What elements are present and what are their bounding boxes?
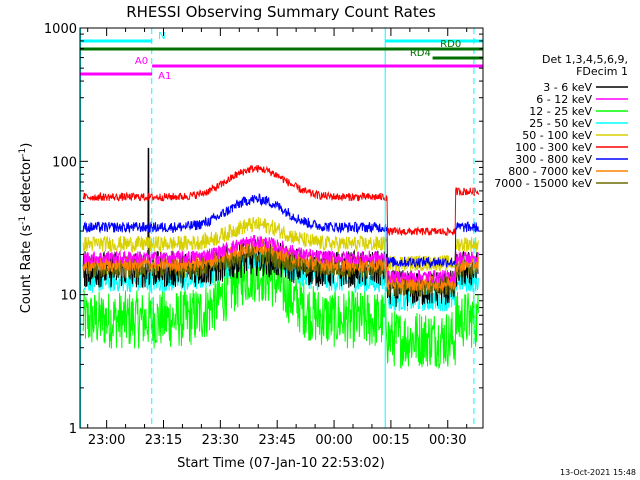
flag-label-n: N [158, 31, 165, 42]
y-label-part-3: ) [19, 143, 34, 148]
legend-header-line: FDecim 1 [576, 65, 628, 78]
x-tick-label: 23:00 [88, 433, 125, 448]
legend-label-7000-15000-kev: 7000 - 15000 keV [494, 177, 592, 190]
legend-label-300-800-kev: 300 - 800 keV [515, 153, 592, 166]
x-axis-label: Start Time (07-Jan-10 22:53:02) [177, 456, 385, 471]
y-label-sup-1: -1 [18, 216, 28, 225]
y-label-part-2: detector [19, 156, 34, 216]
x-tick-label: 23:45 [258, 433, 295, 448]
axis-layer: 1 10 100 1000 23:00 23:15 23:30 23:45 00:00 00:15… [44, 22, 483, 448]
legend-label-25-50-kev: 25 - 50 keV [529, 117, 592, 130]
flag-layer: N RD0 RD4 A0 A1 [80, 31, 483, 82]
series-line-50-100-kev [82, 216, 479, 273]
y-label-part-1: Count Rate (s [19, 225, 34, 314]
plot-frame [79, 27, 484, 429]
trace-layer [82, 147, 479, 370]
legend-label-100-300-kev: 100 - 300 keV [515, 141, 592, 154]
series-line-12-25-kev [82, 248, 479, 370]
x-tick-label: 00:00 [315, 433, 352, 448]
legend-label-3-6-kev: 3 - 6 keV [543, 81, 592, 94]
series-line-300-800-kev [82, 193, 479, 269]
legend-label-50-100-kev: 50 - 100 keV [522, 129, 592, 142]
series-line-100-300-kev [82, 164, 479, 237]
x-tick-label: 00:15 [372, 433, 409, 448]
footer-timestamp: 13-Oct-2021 15:48 [560, 468, 636, 477]
x-tick-label: 23:15 [145, 433, 182, 448]
legend-label-800-7000-kev: 800 - 7000 keV [508, 165, 592, 178]
flag-label-rd0: RD0 [440, 39, 461, 50]
flag-label-a1: A1 [158, 71, 171, 82]
y-axis-label: Count Rate (s-1 detector-1) [18, 143, 34, 314]
series-line-6-12-kev [82, 234, 479, 284]
x-tick-label: 00:30 [429, 433, 466, 448]
y-tick-label: 10 [60, 289, 77, 304]
flag-label-a0: A0 [135, 56, 148, 67]
chart-title: RHESSI Observing Summary Count Rates [126, 3, 436, 21]
y-tick-label: 100 [52, 155, 77, 170]
flag-label-rd4: RD4 [410, 48, 431, 59]
y-label-sup-2: -1 [18, 148, 28, 157]
legend-header-line: Det 1,3,4,5,6,9, [542, 53, 628, 66]
y-tick-label: 1 [69, 422, 77, 437]
x-tick-label: 23:30 [202, 433, 239, 448]
series-line-800-7000-kev [82, 238, 479, 292]
legend-label-6-12-kev: 6 - 12 keV [536, 93, 592, 106]
legend-label-12-25-kev: 12 - 25 keV [529, 105, 592, 118]
y-tick-label: 1000 [44, 22, 77, 37]
